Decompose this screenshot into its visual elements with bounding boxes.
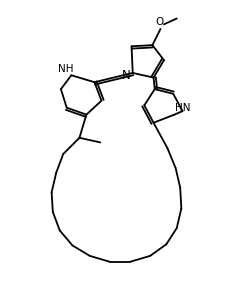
Text: O: O bbox=[155, 17, 164, 27]
Text: HN: HN bbox=[175, 103, 190, 113]
Text: N: N bbox=[121, 69, 130, 82]
Text: NH: NH bbox=[58, 64, 73, 74]
